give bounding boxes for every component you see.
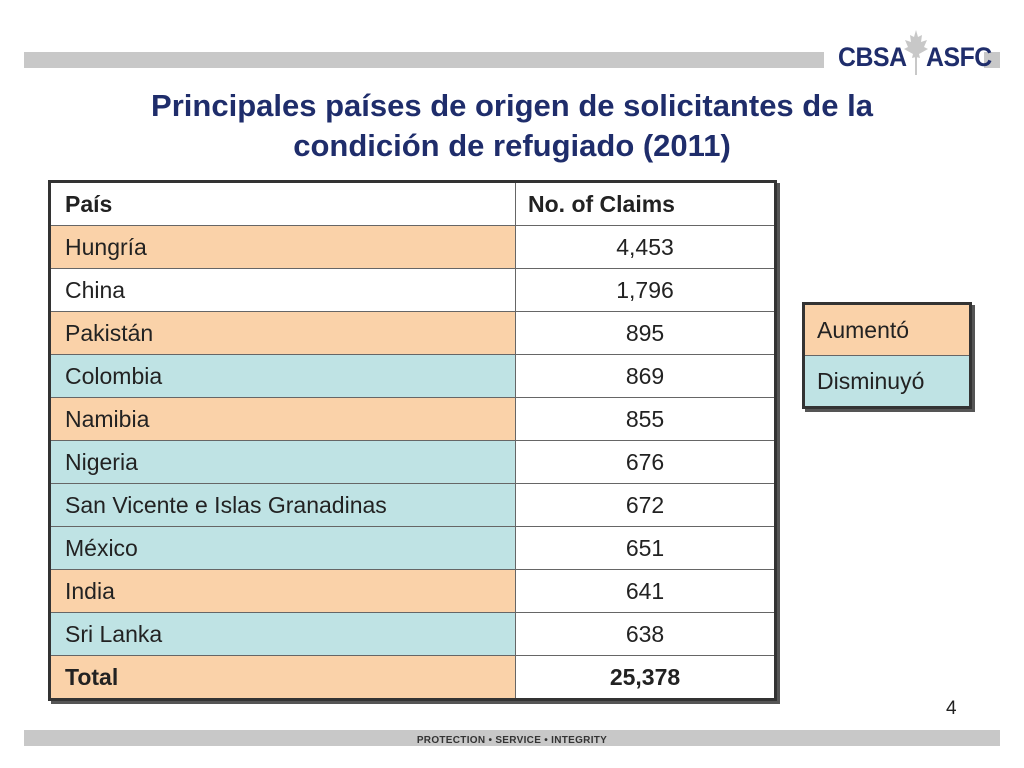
legend-row-increased: Aumentó xyxy=(803,303,971,356)
slide-title: Principales países de origen de solicita… xyxy=(60,86,964,166)
table-row: Hungría 4,453 xyxy=(49,225,776,269)
cbsa-asfc-logo: CBSA ASFC xyxy=(836,28,992,78)
legend-decreased: Disminuyó xyxy=(803,355,971,408)
table-row: Pakistán 895 xyxy=(49,311,776,355)
title-line-2: condición de refugiado (2011) xyxy=(293,128,731,163)
page-number: 4 xyxy=(946,698,957,719)
trend-legend: Aumentó Disminuyó xyxy=(802,302,972,409)
refugee-claims-table: País No. of Claims Hungría 4,453 China 1… xyxy=(48,180,777,701)
country-cell: Sri Lanka xyxy=(49,612,516,656)
table-row: Namibia 855 xyxy=(49,397,776,441)
country-cell: India xyxy=(49,569,516,613)
country-cell: Colombia xyxy=(49,354,516,398)
claims-cell: 638 xyxy=(515,612,776,656)
country-cell: Nigeria xyxy=(49,440,516,484)
country-cell: Hungría xyxy=(49,225,516,269)
claims-cell: 651 xyxy=(515,526,776,570)
total-label: Total xyxy=(49,655,516,700)
country-cell: Namibia xyxy=(49,397,516,441)
footer-bar: PROTECTION • SERVICE • INTEGRITY xyxy=(24,730,1000,746)
legend-increased: Aumentó xyxy=(803,303,971,356)
header-claims: No. of Claims xyxy=(515,181,776,226)
header-bar-end xyxy=(984,52,1000,68)
claims-cell: 869 xyxy=(515,354,776,398)
claims-cell: 672 xyxy=(515,483,776,527)
footer-motto: PROTECTION • SERVICE • INTEGRITY xyxy=(416,735,608,746)
header-country: País xyxy=(49,181,516,226)
table-row: San Vicente e Islas Granadinas 672 xyxy=(49,483,776,527)
total-claims: 25,378 xyxy=(515,655,776,700)
logo-text-cbsa: CBSA xyxy=(838,42,907,72)
claims-cell: 855 xyxy=(515,397,776,441)
claims-cell: 895 xyxy=(515,311,776,355)
claims-cell: 1,796 xyxy=(515,268,776,312)
title-line-1: Principales países de origen de solicita… xyxy=(151,88,873,123)
table-row: India 641 xyxy=(49,569,776,613)
table-row: Sri Lanka 638 xyxy=(49,612,776,656)
country-cell: China xyxy=(49,268,516,312)
table-row: China 1,796 xyxy=(49,268,776,312)
claims-cell: 641 xyxy=(515,569,776,613)
country-cell: México xyxy=(49,526,516,570)
claims-cell: 676 xyxy=(515,440,776,484)
table-row: Colombia 869 xyxy=(49,354,776,398)
claims-cell: 4,453 xyxy=(515,225,776,269)
country-cell: Pakistán xyxy=(49,311,516,355)
maple-leaf-icon xyxy=(904,30,928,75)
header-bar xyxy=(24,52,824,68)
table-row: Nigeria 676 xyxy=(49,440,776,484)
country-cell: San Vicente e Islas Granadinas xyxy=(49,483,516,527)
legend-row-decreased: Disminuyó xyxy=(803,355,971,408)
table-header-row: País No. of Claims xyxy=(49,181,776,226)
logo-text-asfc: ASFC xyxy=(926,42,992,72)
table-row: México 651 xyxy=(49,526,776,570)
table-total-row: Total 25,378 xyxy=(49,655,776,700)
